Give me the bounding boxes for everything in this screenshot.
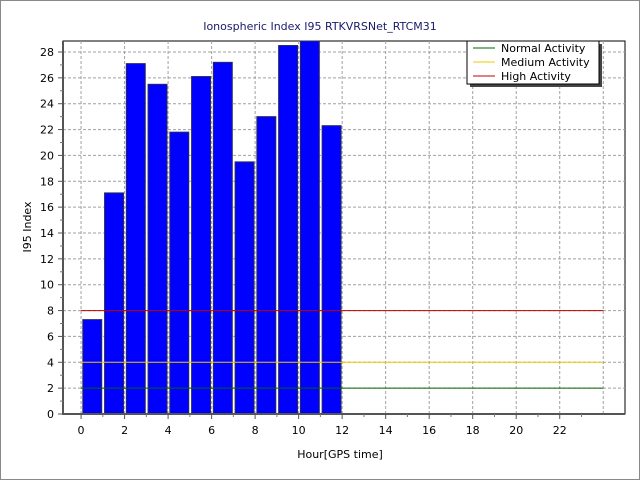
x-tick-label: 22	[553, 424, 567, 437]
x-tick-label: 6	[208, 424, 215, 437]
y-tick-label: 18	[40, 175, 54, 188]
bar	[169, 131, 190, 415]
chart-title: Ionospheric Index I95 RTKVRSNet_RTCM31	[203, 20, 437, 33]
legend-label: High Activity	[501, 70, 571, 83]
y-tick-label: 2	[47, 382, 54, 395]
plot-area	[62, 40, 626, 415]
y-tick-label: 22	[40, 124, 54, 137]
y-tick-label: 6	[47, 330, 54, 343]
y-tick-label: 26	[40, 72, 54, 85]
x-tick-label: 4	[165, 424, 172, 437]
bar	[82, 319, 103, 415]
x-tick-label: 14	[379, 424, 393, 437]
y-tick-label: 16	[40, 201, 54, 214]
x-tick-label: 20	[509, 424, 523, 437]
x-tick-label: 0	[78, 424, 85, 437]
y-tick-label: 4	[47, 356, 54, 369]
y-tick-label: 14	[40, 227, 54, 240]
bar	[256, 116, 277, 415]
bar	[191, 76, 212, 415]
x-tick-label: 12	[335, 424, 349, 437]
y-tick-label: 20	[40, 149, 54, 162]
y-tick-label: 8	[47, 305, 54, 318]
x-axis-label: Hour[GPS time]	[297, 448, 383, 461]
x-tick-label: 16	[422, 424, 436, 437]
bar	[147, 83, 168, 415]
bar	[299, 40, 320, 415]
y-tick-label: 24	[40, 98, 54, 111]
y-tick-label: 12	[40, 253, 54, 266]
x-tick-label: 10	[292, 424, 306, 437]
bar	[234, 161, 255, 415]
y-tick-label: 10	[40, 279, 54, 292]
y-tick-label: 28	[40, 46, 54, 59]
x-tick-label: 18	[466, 424, 480, 437]
y-axis-label: I95 Index	[21, 201, 34, 253]
bar	[212, 61, 233, 415]
legend-label: Medium Activity	[501, 56, 590, 69]
legend-label: Normal Activity	[501, 42, 586, 55]
bar	[278, 45, 299, 415]
x-tick-label: 2	[121, 424, 128, 437]
bar	[104, 192, 124, 415]
x-tick-label: 8	[252, 424, 259, 437]
y-tick-label: 0	[47, 408, 54, 421]
bar	[125, 63, 146, 415]
bar	[321, 125, 342, 415]
